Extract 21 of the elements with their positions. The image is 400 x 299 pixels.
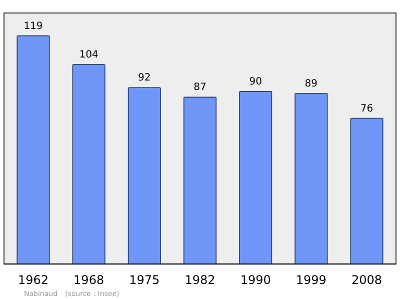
bar [16,35,50,264]
x-tick-label: 1968 [74,273,104,287]
bar [72,64,106,264]
bar [294,92,328,264]
x-tick-label: 1990 [240,273,271,287]
x-tick-label: 1962 [18,273,49,287]
data-label: 90 [249,76,262,88]
data-label: 92 [138,72,151,84]
x-tick-label: 1999 [296,273,326,287]
data-label: 76 [360,103,374,114]
x-tick-label: 1975 [129,273,160,287]
data-label: 119 [24,20,43,32]
data-label: 87 [194,82,206,94]
data-label: 89 [304,78,318,90]
bar [183,96,217,264]
bar [350,118,384,264]
bar [239,91,272,264]
x-tick-label: 1982 [184,273,216,287]
bar [128,87,161,264]
data-label: 104 [79,50,98,61]
x-tick-label: 2008 [351,273,382,287]
